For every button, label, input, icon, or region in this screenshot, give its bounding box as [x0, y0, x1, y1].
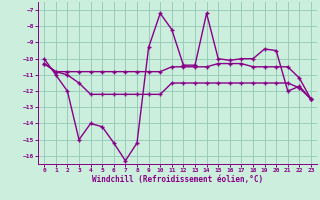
X-axis label: Windchill (Refroidissement éolien,°C): Windchill (Refroidissement éolien,°C): [92, 175, 263, 184]
